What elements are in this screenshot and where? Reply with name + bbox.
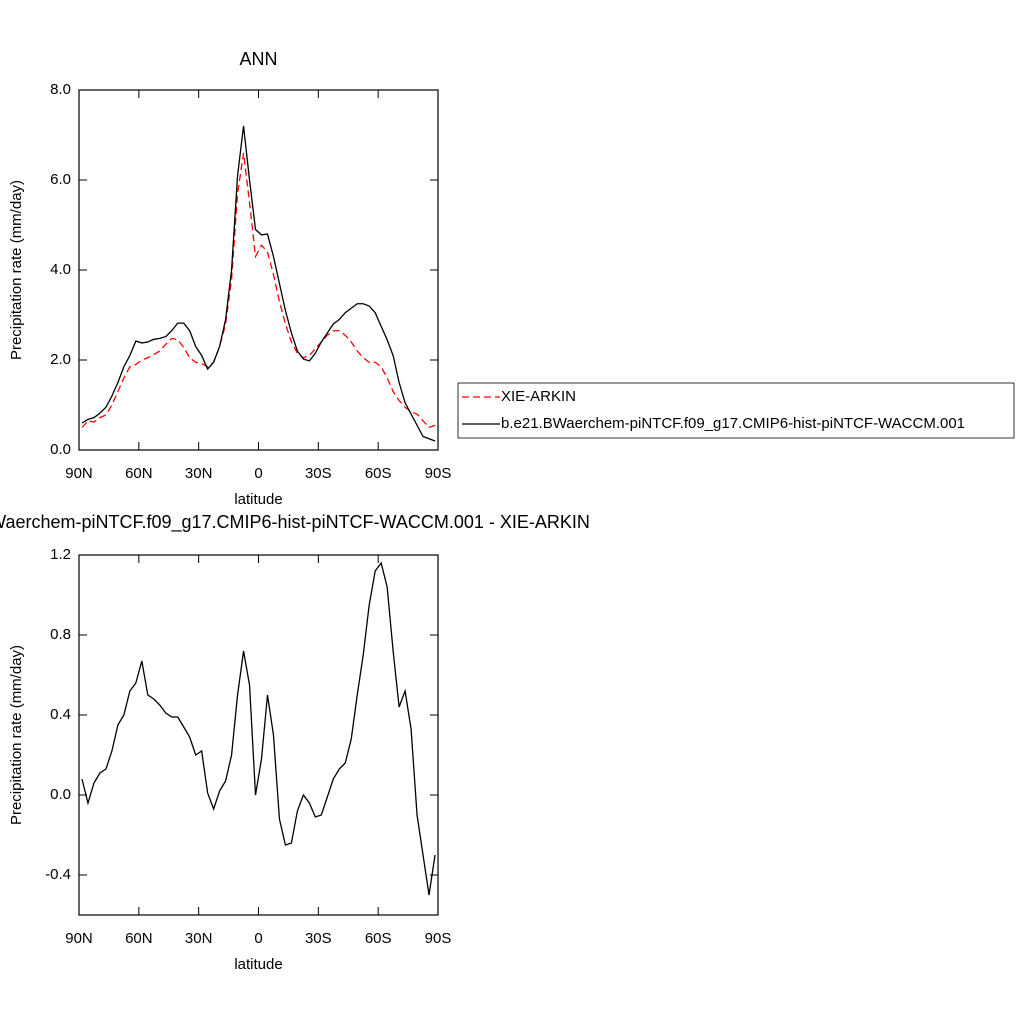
legend-label: b.e21.BWaerchem-piNTCF.f09_g17.CMIP6-his… bbox=[501, 415, 965, 432]
data-line bbox=[81, 561, 436, 896]
plot-frame bbox=[78, 89, 439, 451]
y-tick-label: 8.0 bbox=[50, 81, 71, 98]
x-tick-label: 30S bbox=[305, 465, 332, 482]
x-tick-label: 90S bbox=[425, 930, 452, 947]
y-axis-label: Precipitation rate (mm/day) bbox=[8, 180, 25, 360]
x-tick-label: 30N bbox=[185, 465, 213, 482]
chart-title: b.e21.BWaerchem-piNTCF.f09_g17.CMIP6-his… bbox=[0, 512, 590, 533]
data-line bbox=[81, 125, 436, 442]
y-tick-label: 0.8 bbox=[50, 626, 71, 643]
y-axis-label: Precipitation rate (mm/day) bbox=[8, 645, 25, 825]
x-tick-label: 90N bbox=[65, 930, 93, 947]
y-tick-label: 4.0 bbox=[50, 261, 71, 278]
x-tick-label: 60N bbox=[125, 465, 153, 482]
plot-frame bbox=[78, 554, 439, 916]
legend-label: XIE-ARKIN bbox=[501, 388, 576, 405]
y-tick-label: -0.4 bbox=[45, 866, 71, 883]
x-tick-label: 90S bbox=[425, 465, 452, 482]
chart-title: ANN bbox=[239, 49, 277, 69]
data-line bbox=[81, 152, 436, 429]
x-tick-label: 30S bbox=[305, 930, 332, 947]
x-tick-label: 30N bbox=[185, 930, 213, 947]
legend-box bbox=[457, 382, 1015, 439]
y-tick-label: 0.0 bbox=[50, 786, 71, 803]
y-tick-label: 0.4 bbox=[50, 706, 71, 723]
y-tick-label: 0.0 bbox=[50, 441, 71, 458]
x-axis-label: latitude bbox=[234, 956, 282, 973]
y-tick-label: 1.2 bbox=[50, 546, 71, 563]
x-tick-label: 0 bbox=[254, 465, 262, 482]
x-tick-label: 60S bbox=[365, 465, 392, 482]
x-tick-label: 60S bbox=[365, 930, 392, 947]
y-tick-label: 6.0 bbox=[50, 171, 71, 188]
y-tick-label: 2.0 bbox=[50, 351, 71, 368]
x-axis-label: latitude bbox=[234, 491, 282, 508]
x-tick-label: 0 bbox=[254, 930, 262, 947]
x-tick-label: 90N bbox=[65, 465, 93, 482]
x-tick-label: 60N bbox=[125, 930, 153, 947]
